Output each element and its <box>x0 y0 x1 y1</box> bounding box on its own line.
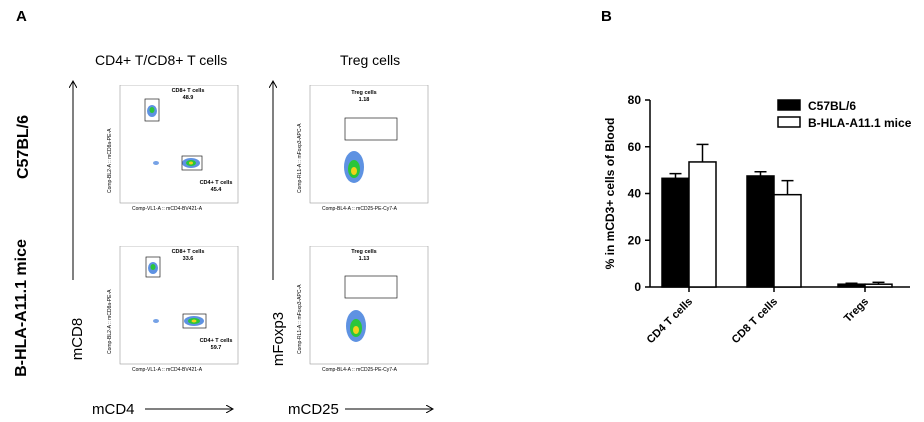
panel-a-letter: A <box>16 8 27 25</box>
facs-frame <box>309 245 429 365</box>
y-tick-label: 80 <box>628 93 642 107</box>
facs-frame <box>309 84 429 204</box>
panel-b-letter: B <box>601 8 612 25</box>
col-title-cd4cd8: CD4+ T/CD8+ T cells <box>95 52 228 68</box>
bar-c57-2 <box>837 283 866 288</box>
gate-treg-label: Treg cells 1.18 <box>351 90 377 103</box>
bar-hla-2 <box>864 283 893 288</box>
facs-dots <box>147 105 200 168</box>
y-tick-label: 20 <box>628 233 642 247</box>
facs-frame <box>119 84 239 204</box>
facs-plot-c57-treg: Treg cells 1.18 Comp-BL4-A :: mCD25-PE-Cy… <box>297 84 430 215</box>
x-tick-label: CD4 T cells <box>645 296 695 346</box>
legend-swatch <box>777 116 801 128</box>
facs-ylab: Comp-RL1-A :: mFoxp3-APC-A <box>297 123 303 193</box>
axis-name-mcd25: mCD25 <box>288 401 339 418</box>
bar-c57-0 <box>661 177 690 288</box>
facs-dots <box>148 262 204 326</box>
legend-swatch <box>777 99 801 111</box>
legend-label: C57BL/6 <box>808 99 856 113</box>
gate-cd8-label: CD8+ T cells 48.9 <box>171 88 205 101</box>
gate-cd4-label: CD4+ T cells 45.4 <box>199 180 233 193</box>
axis-name-mcd4: mCD4 <box>92 401 135 418</box>
y-tick-label: 0 <box>634 280 641 294</box>
y-tick-label: 40 <box>628 187 642 201</box>
facs-xlab: Comp-BL4-A :: mCD25-PE-Cy7-A <box>322 206 398 212</box>
facs-frame <box>119 245 239 365</box>
gate-cd4-label: CD4+ T cells 59.7 <box>199 338 233 351</box>
bar-hla-0 <box>688 161 717 288</box>
y-tick-label: 60 <box>628 140 642 154</box>
facs-plot-hla-treg: Treg cells 1.13 Comp-BL4-A :: mCD25-PE-Cy… <box>297 245 430 376</box>
gate-cd8-label: CD8+ T cells 33.6 <box>171 249 205 262</box>
bar-c57-1 <box>746 175 775 288</box>
y-axis-title: % in mCD3+ cells of Blood <box>603 118 617 270</box>
col-title-treg: Treg cells <box>340 52 401 68</box>
facs-xlab: Comp-VL1-A :: mCD4-BV421-A <box>132 206 203 212</box>
facs-plot-c57-cd4cd8: CD8+ T cells 48.9 CD4+ T cells 45.4 Comp-V… <box>107 84 240 215</box>
facs-dots <box>346 310 366 342</box>
facs-xlab: Comp-VL1-A :: mCD4-BV421-A <box>132 367 203 373</box>
gate-treg-label: Treg cells 1.13 <box>351 249 377 262</box>
bar-hla-1 <box>773 193 802 288</box>
facs-plot-hla-cd4cd8: CD8+ T cells 33.6 CD4+ T cells 59.7 Comp-V… <box>107 245 240 376</box>
bar-chart: 0 20 40 60 80 % in mCD3+ cells of Blood CD4 T … <box>603 93 912 346</box>
x-tick-label: CD8 T cells <box>730 296 780 346</box>
legend-label: B-HLA-A11.1 mice <box>808 116 912 130</box>
facs-ylab: Comp-RL1-A :: mFoxp3-APC-A <box>297 284 303 354</box>
facs-ylab: Comp-BL2-A :: mCD8a-PE-A <box>107 289 113 354</box>
facs-xlab: Comp-BL4-A :: mCD25-PE-Cy7-A <box>322 367 398 373</box>
facs-ylab: Comp-BL2-A :: mCD8a-PE-A <box>107 128 113 193</box>
facs-dots <box>344 151 364 183</box>
x-tick-label: Tregs <box>842 296 871 325</box>
